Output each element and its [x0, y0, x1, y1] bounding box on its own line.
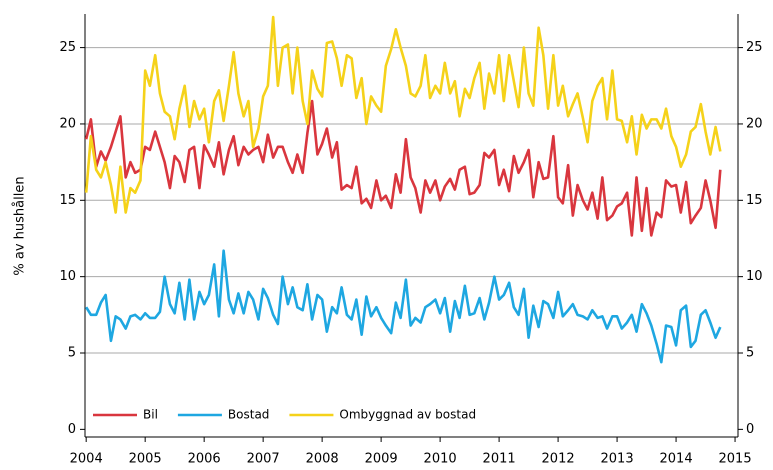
y2-tick-label: 5	[746, 346, 754, 361]
y-tick-label: 20	[59, 116, 76, 131]
legend-label: Bostad	[228, 408, 270, 422]
y2-tick-label: 0	[746, 422, 754, 437]
y-tick-label: 5	[68, 346, 76, 361]
y2-tick-label: 15	[746, 193, 763, 208]
x-tick-label: 2010	[424, 452, 457, 467]
y-tick-label: 15	[59, 193, 76, 208]
legend-label: Ombyggnad av bostad	[339, 408, 476, 422]
x-tick-label: 2009	[365, 452, 398, 467]
x-tick-label: 2004	[70, 452, 103, 467]
x-tick-label: 2011	[483, 452, 516, 467]
x-tick-label: 2008	[306, 452, 339, 467]
y2-tick-label: 25	[746, 40, 763, 55]
y-tick-label: 0	[68, 422, 76, 437]
y2-tick-label: 10	[746, 269, 763, 284]
series-line	[84, 15, 722, 214]
series-line	[85, 249, 722, 364]
x-tick-label: 2012	[542, 452, 575, 467]
x-tick-label: 2006	[188, 452, 221, 467]
y-tick-label: 25	[59, 40, 76, 55]
series-line	[84, 99, 722, 237]
x-tick-label: 2013	[601, 452, 634, 467]
y2-tick-label: 20	[746, 116, 763, 131]
x-tick-label: 2005	[129, 452, 162, 467]
legend-label: Bil	[143, 408, 158, 422]
y-tick-label: 10	[59, 269, 76, 284]
x-tick-label: 2007	[247, 452, 280, 467]
x-tick-label: 2015	[719, 452, 752, 467]
x-tick-label: 2014	[660, 452, 693, 467]
y-axis-label: % av hushållen	[13, 176, 28, 275]
